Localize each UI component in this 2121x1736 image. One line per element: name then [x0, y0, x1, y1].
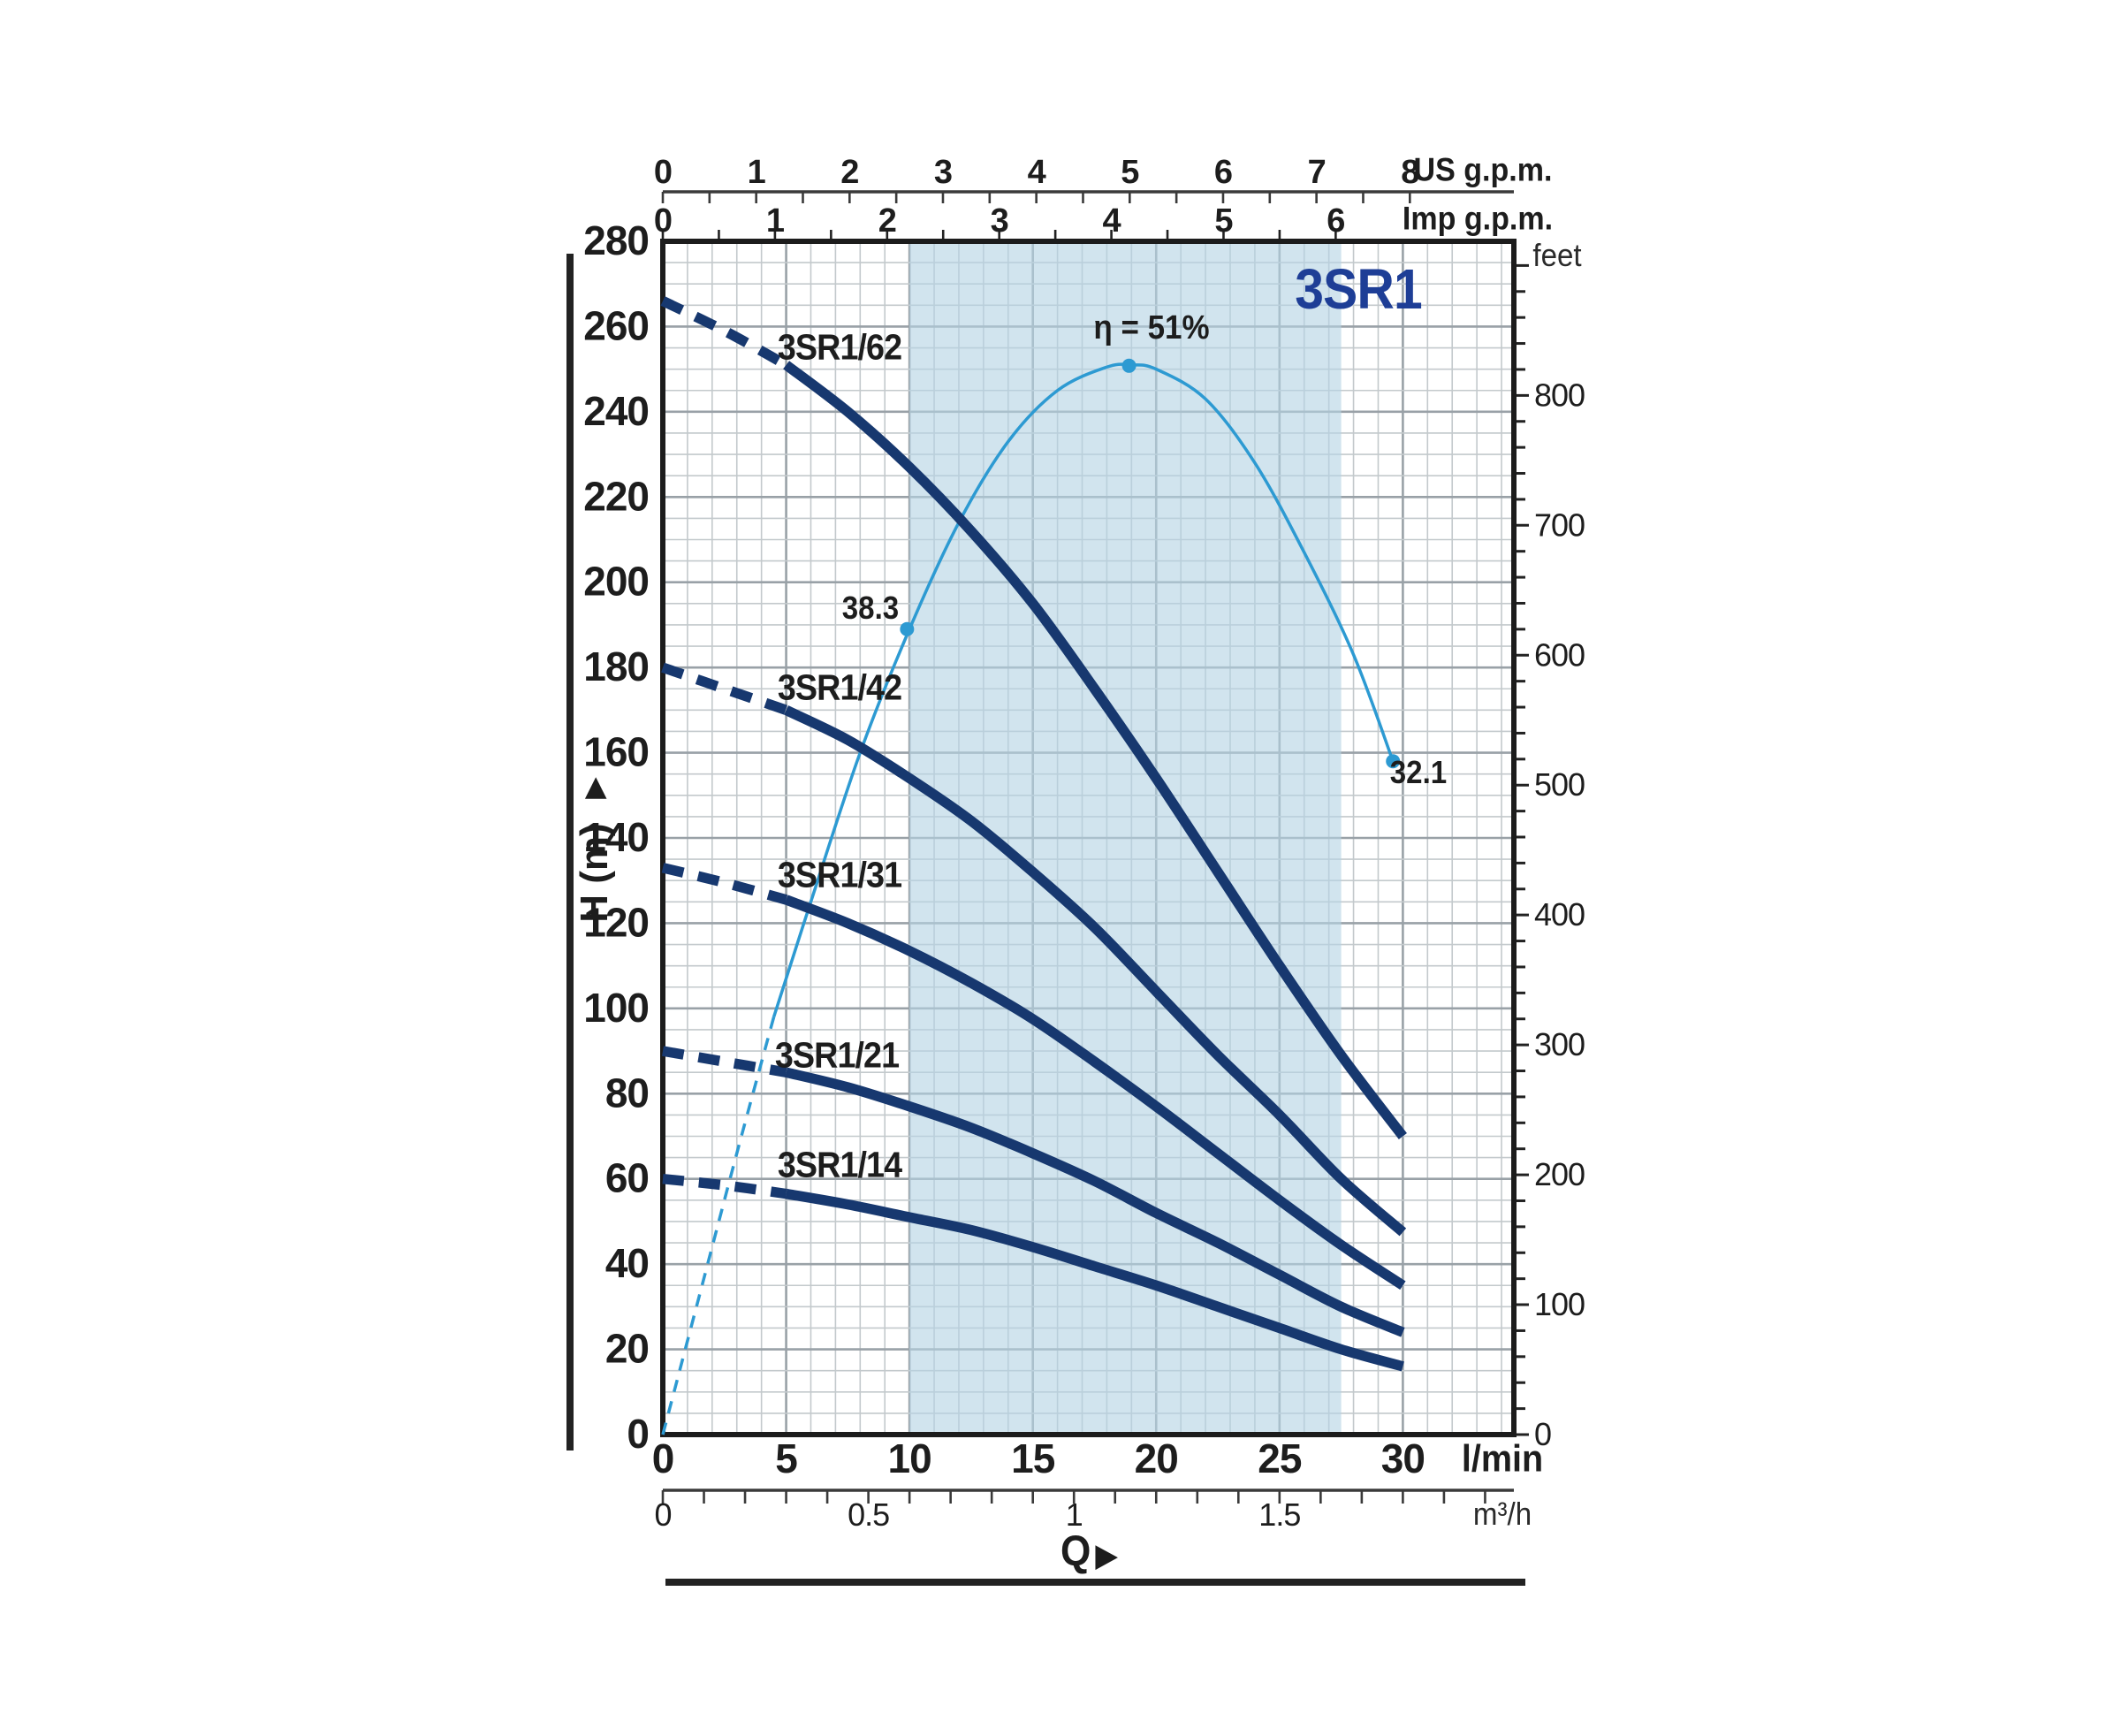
m3h-tick-label: 1 — [1066, 1496, 1083, 1533]
efficiency-peak-label: η = 51% — [1093, 309, 1210, 346]
curve-label-3sr1-21: 3SR1/21 — [774, 1034, 900, 1076]
h-m-tick-label: 160 — [583, 729, 649, 775]
feet-axis-label: feet — [1532, 237, 1582, 273]
h-m-tick-label: 20 — [605, 1326, 649, 1372]
pump-curve-dashed-3SR1/31 — [661, 863, 788, 905]
h-axis-label: H (m) ▶ — [573, 778, 616, 923]
imp-gpm-tick-label: 3 — [991, 202, 1008, 240]
q-axis-arrow-icon: ▶ — [1095, 1539, 1117, 1572]
h-m-tick-label: 60 — [605, 1155, 649, 1201]
feet-tick-label: 0 — [1534, 1416, 1551, 1452]
q-axis-label-text: Q — [1060, 1528, 1096, 1575]
feet-tick-label: 800 — [1534, 377, 1585, 413]
pump-curve-3SR1/14 — [785, 1188, 1404, 1372]
curve-label-3sr1-42: 3SR1/42 — [777, 666, 902, 708]
h-m-tick-label: 240 — [583, 388, 649, 434]
feet-tick-label: 500 — [1534, 766, 1585, 803]
h-axis-label-text: H (m) — [573, 823, 616, 923]
imp-gpm-tick-label: 1 — [766, 202, 785, 240]
us-gpm-tick-label: 5 — [1121, 154, 1139, 191]
m3h-axis-label: m³/h — [1472, 1496, 1532, 1532]
feet-tick-label: 100 — [1534, 1286, 1585, 1322]
feet-tick-label: 200 — [1534, 1156, 1585, 1192]
lmin-tick-label: 10 — [888, 1435, 931, 1481]
left-rule — [566, 254, 574, 1450]
imp-gpm-tick-label: 0 — [654, 202, 672, 240]
bottom-rule — [665, 1579, 1525, 1586]
pump-curve-3SR1/62 — [783, 361, 1407, 1139]
pump-curve-dashed-3SR1/21 — [662, 1046, 787, 1077]
efficiency-end-label: 32.1 — [1389, 754, 1448, 790]
lmin-tick-label: 20 — [1135, 1435, 1178, 1481]
efficiency-point — [1386, 754, 1401, 769]
h-m-tick-label: 0 — [627, 1411, 649, 1457]
us-gpm-tick-label: 8 — [1401, 154, 1418, 191]
h-m-tick-label: 260 — [583, 302, 649, 348]
efficiency-point — [1121, 358, 1137, 373]
feet-tick-label: 300 — [1534, 1026, 1585, 1062]
lmin-tick-label: 5 — [775, 1435, 797, 1481]
h-m-tick-label: 120 — [583, 899, 649, 945]
us-gpm-tick-label: 4 — [1028, 154, 1046, 191]
efficiency-curve-dashed — [661, 1016, 776, 1435]
h-axis-arrow-icon: ▶ — [580, 778, 609, 799]
m3h-tick-label: 0 — [654, 1496, 671, 1533]
feet-tick-label: 400 — [1534, 896, 1585, 933]
pump-curve-3SR1/31 — [784, 895, 1406, 1291]
h-m-tick-label: 140 — [583, 814, 649, 860]
feet-tick-label: 600 — [1534, 636, 1585, 673]
h-m-tick-label: 80 — [605, 1070, 649, 1115]
lmin-axis-label: l/min — [1461, 1437, 1544, 1481]
h-m-tick-label: 180 — [583, 643, 649, 689]
m3h-tick-label: 1.5 — [1258, 1496, 1300, 1533]
feet-tick-label: 700 — [1534, 506, 1585, 543]
imp-gpm-tick-label: 6 — [1327, 202, 1344, 240]
h-m-tick-label: 280 — [583, 217, 649, 263]
curve-label-3sr1-62: 3SR1/62 — [777, 326, 902, 368]
us-gpm-axis-label: US g.p.m. — [1413, 151, 1553, 188]
pump-curve-dashed-3SR1/62 — [660, 296, 789, 369]
efficiency-point — [900, 621, 915, 636]
duty-range-band — [909, 241, 1342, 1435]
pump-curve-dashed-3SR1/42 — [661, 662, 788, 715]
lmin-tick-label: 30 — [1381, 1435, 1425, 1481]
us-gpm-tick-label: 6 — [1214, 154, 1232, 191]
pump-curve-3SR1/42 — [784, 705, 1407, 1237]
curve-label-3sr1-14: 3SR1/14 — [777, 1144, 902, 1185]
us-gpm-tick-label: 1 — [748, 154, 766, 191]
h-m-tick-label: 40 — [605, 1240, 649, 1286]
us-gpm-tick-label: 0 — [654, 154, 672, 191]
chart-title: 3SR1 — [1295, 257, 1423, 321]
lmin-tick-label: 0 — [652, 1435, 674, 1481]
us-gpm-tick-label: 3 — [934, 154, 952, 191]
imp-gpm-tick-label: 2 — [878, 202, 896, 240]
lmin-tick-label: 15 — [1011, 1435, 1055, 1481]
us-gpm-tick-label: 2 — [840, 154, 858, 191]
imp-gpm-tick-label: 4 — [1103, 202, 1121, 240]
curve-label-3sr1-31: 3SR1/31 — [777, 854, 902, 895]
h-m-tick-label: 220 — [583, 473, 649, 519]
m3h-tick-label: 0.5 — [848, 1496, 889, 1533]
pump-curve-3SR1/21 — [785, 1067, 1405, 1337]
imp-gpm-tick-label: 5 — [1214, 202, 1233, 240]
h-m-tick-label: 200 — [583, 559, 649, 605]
lmin-tick-label: 25 — [1258, 1435, 1302, 1481]
q-axis-label: Q▶ — [1060, 1531, 1117, 1573]
plot-border — [660, 239, 1517, 1437]
efficiency-start-label: 38.3 — [841, 590, 900, 626]
imp-gpm-axis-label: Imp g.p.m. — [1402, 200, 1554, 237]
pump-curve-dashed-3SR1/14 — [662, 1173, 787, 1199]
h-m-tick-label: 100 — [583, 985, 649, 1031]
us-gpm-tick-label: 7 — [1308, 154, 1326, 191]
